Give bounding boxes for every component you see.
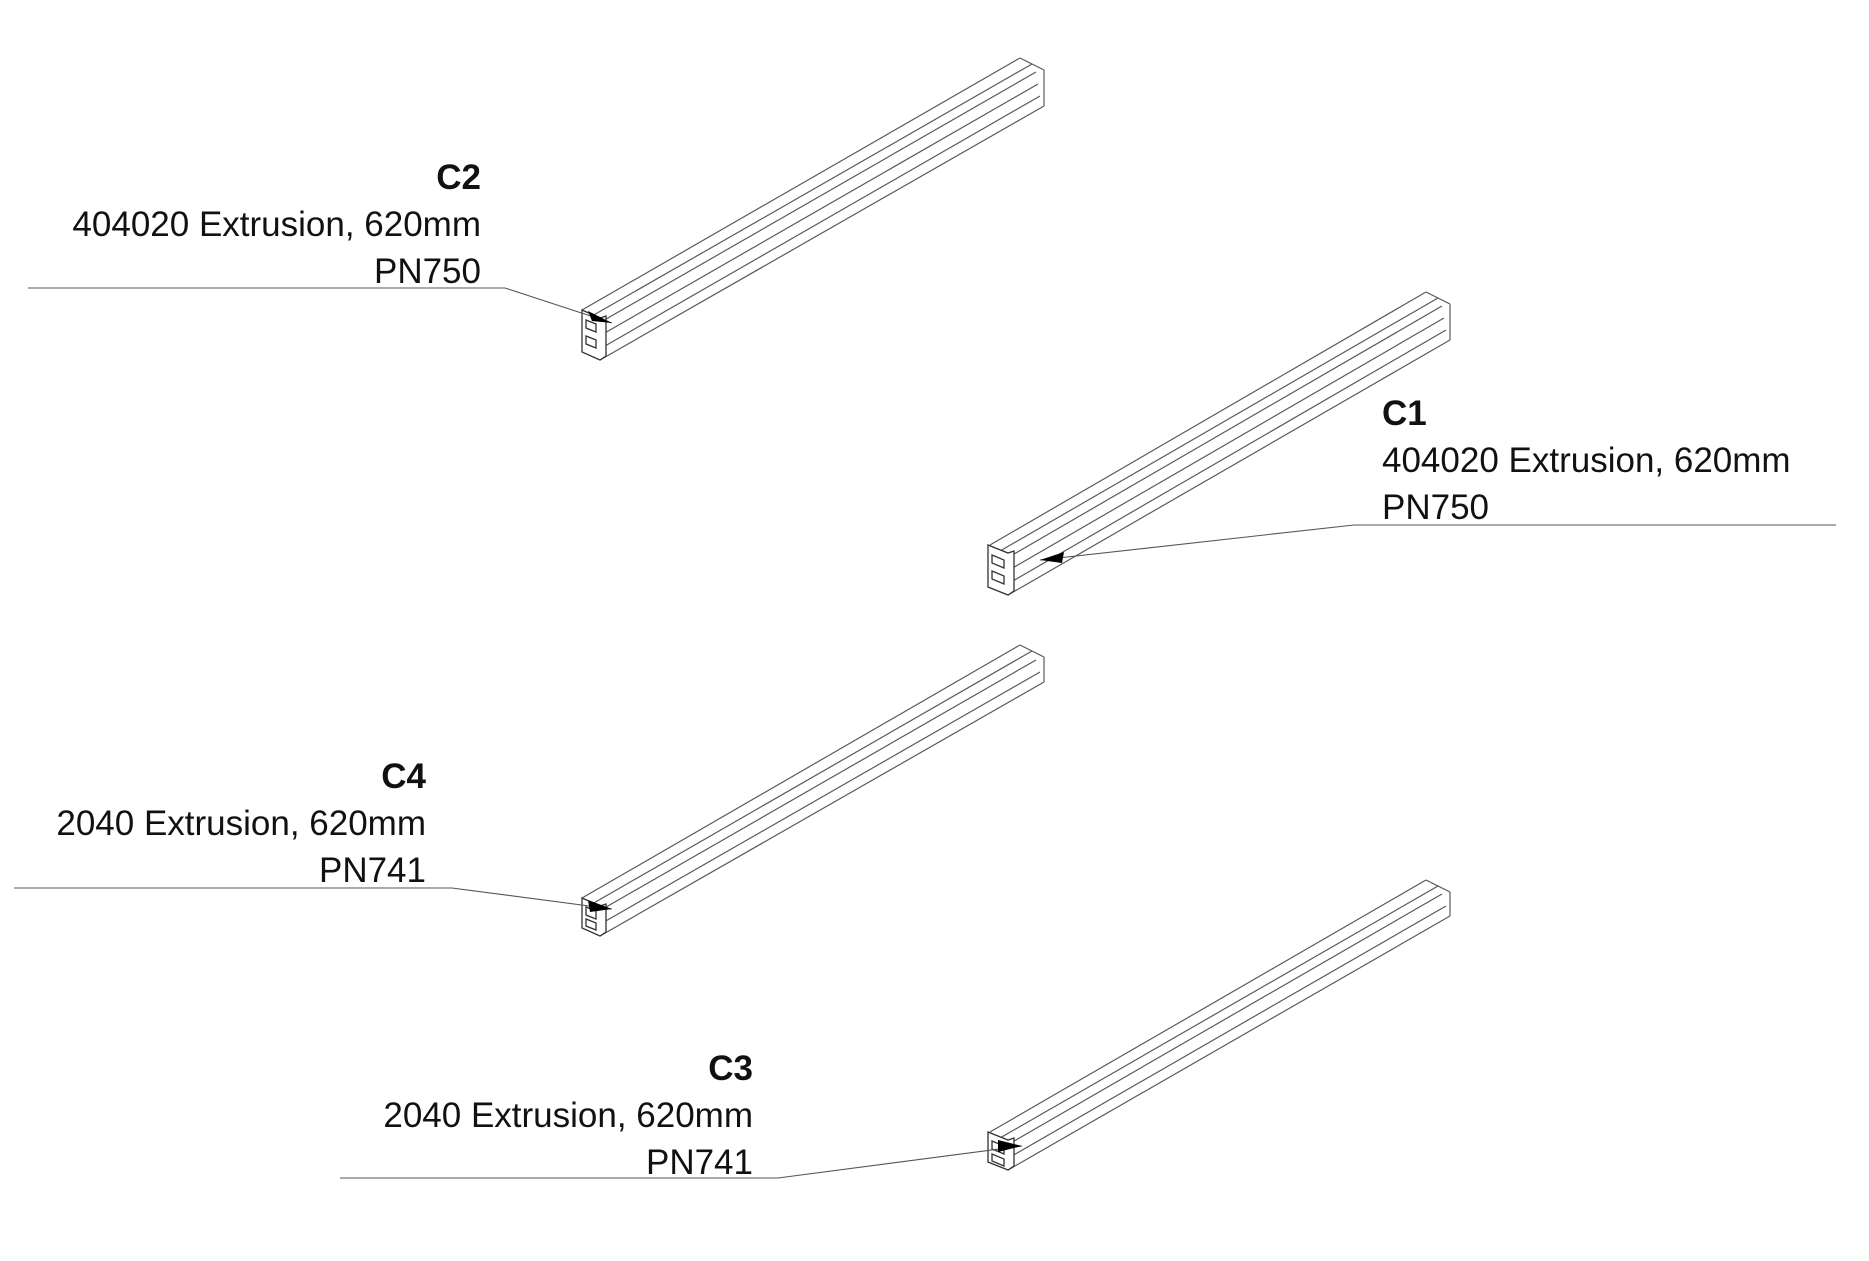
callout-c4: C4 2040 Extrusion, 620mm PN741 xyxy=(56,753,426,894)
callout-part-number: PN750 xyxy=(1382,488,1490,527)
callout-part-number: PN741 xyxy=(318,851,426,890)
callout-description: 2040 Extrusion, 620mm xyxy=(56,804,426,843)
leader-c3 xyxy=(340,1140,1023,1179)
callout-id: C1 xyxy=(1382,394,1427,433)
callout-c2: C2 404020 Extrusion, 620mm PN750 xyxy=(72,154,481,295)
leader-c4 xyxy=(14,887,613,912)
callout-id: C2 xyxy=(436,158,481,197)
callout-description: 404020 Extrusion, 620mm xyxy=(72,205,481,244)
extrusion-c2 xyxy=(581,57,1045,361)
extrusion-c4 xyxy=(581,644,1045,937)
extrusion-c3 xyxy=(987,879,1451,1171)
callout-c3: C3 2040 Extrusion, 620mm PN741 xyxy=(383,1045,753,1186)
callout-description: 404020 Extrusion, 620mm xyxy=(1382,441,1791,480)
callout-id: C3 xyxy=(708,1049,753,1088)
leader-c1 xyxy=(1039,524,1836,563)
callout-c1: C1 404020 Extrusion, 620mm PN750 xyxy=(1382,390,1791,531)
callout-description: 2040 Extrusion, 620mm xyxy=(383,1096,753,1135)
extrusion-c1 xyxy=(987,291,1451,596)
callout-id: C4 xyxy=(381,757,426,796)
leader-c2 xyxy=(28,287,613,324)
callout-part-number: PN750 xyxy=(373,252,481,291)
callout-part-number: PN741 xyxy=(645,1143,753,1182)
